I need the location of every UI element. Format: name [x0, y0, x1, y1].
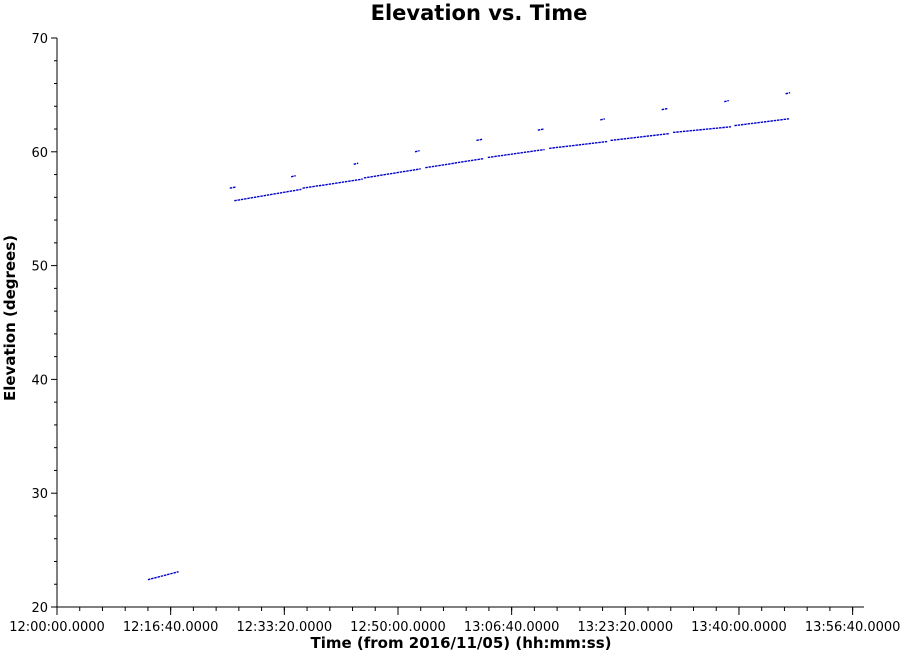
y-tick-label: 50	[31, 260, 48, 275]
x-tick-label: 12:33:20.0000	[237, 620, 333, 635]
x-axis-label: Time (from 2016/11/05) (hh:mm:ss)	[310, 634, 611, 652]
data-marks	[147, 91, 791, 581]
data-segment	[610, 132, 670, 142]
data-segment	[363, 168, 421, 179]
x-tick-label: 13:06:40.0000	[464, 620, 560, 635]
x-tick-label: 12:16:40.0000	[123, 620, 219, 635]
chart-title: Elevation vs. Time	[371, 1, 588, 25]
axis-ticks: 20 30 40 50 60 70 12:00:00.0000 12:16:40.0000 12…	[9, 32, 900, 635]
data-segment	[785, 91, 791, 95]
data-segment	[487, 148, 545, 159]
data-segment	[353, 162, 359, 165]
data-segment	[414, 149, 420, 153]
x-tick-label: 12:00:00.0000	[9, 620, 105, 635]
x-tick-label: 13:40:00.0000	[691, 620, 787, 635]
data-segment	[661, 107, 668, 111]
data-segment	[234, 188, 302, 202]
data-segment	[549, 140, 608, 150]
x-tick-label: 13:56:40.0000	[805, 620, 901, 635]
y-tick-label: 40	[31, 373, 48, 388]
data-segment	[229, 186, 236, 189]
data-segment	[290, 175, 296, 178]
data-segment	[425, 157, 484, 169]
y-axis-label: Elevation (degrees)	[1, 235, 19, 401]
data-segment	[672, 126, 732, 134]
data-segment	[476, 138, 483, 142]
data-segment	[724, 99, 729, 103]
y-tick-label: 70	[31, 32, 48, 47]
data-segment	[537, 128, 544, 131]
data-segment	[302, 178, 363, 189]
y-tick-label: 20	[31, 601, 48, 616]
y-tick-label: 60	[31, 146, 48, 161]
plot-area	[56, 38, 864, 608]
data-segment	[600, 118, 606, 121]
x-tick-label: 13:23:20.0000	[578, 620, 674, 635]
data-segment	[734, 118, 790, 127]
y-tick-label: 30	[31, 487, 48, 502]
data-segment	[147, 571, 179, 581]
x-tick-label: 12:50:00.0000	[350, 620, 446, 635]
